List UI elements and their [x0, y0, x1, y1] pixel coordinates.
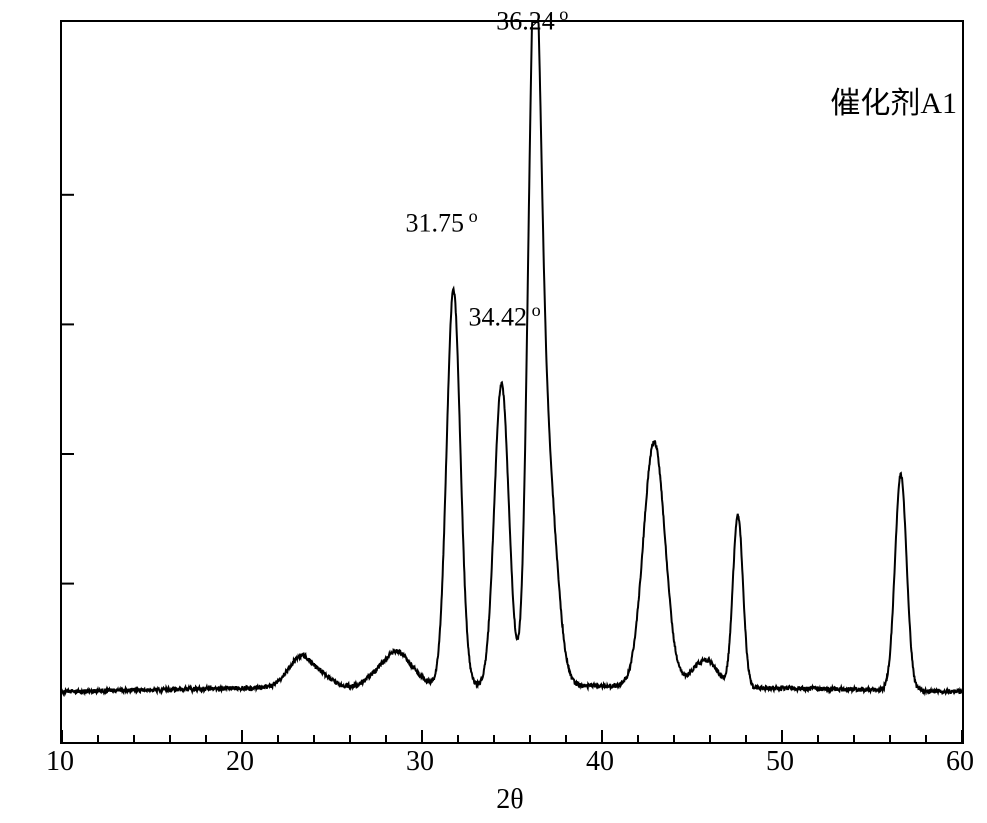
peak-label: 34.42 o [469, 300, 541, 333]
plot-svg [62, 22, 962, 742]
x-tick-label: 50 [766, 746, 794, 778]
x-tick-label: 10 [46, 746, 74, 778]
xrd-chart: 2θ 催化剂A1 10 20 30 40 50 60 36.24 o 31.75 o 34.42… [0, 0, 987, 823]
x-axis-label: 2θ [496, 784, 523, 816]
x-tick-label: 30 [406, 746, 434, 778]
peak-label: 36.24 o [496, 4, 568, 37]
x-tick-label: 60 [946, 746, 974, 778]
xrd-curve [62, 22, 962, 694]
legend-text: 催化剂A1 [830, 78, 957, 122]
plot-area [60, 20, 964, 744]
x-tick-label: 40 [586, 746, 614, 778]
peak-label: 31.75 o [406, 206, 478, 239]
x-tick-label: 20 [226, 746, 254, 778]
